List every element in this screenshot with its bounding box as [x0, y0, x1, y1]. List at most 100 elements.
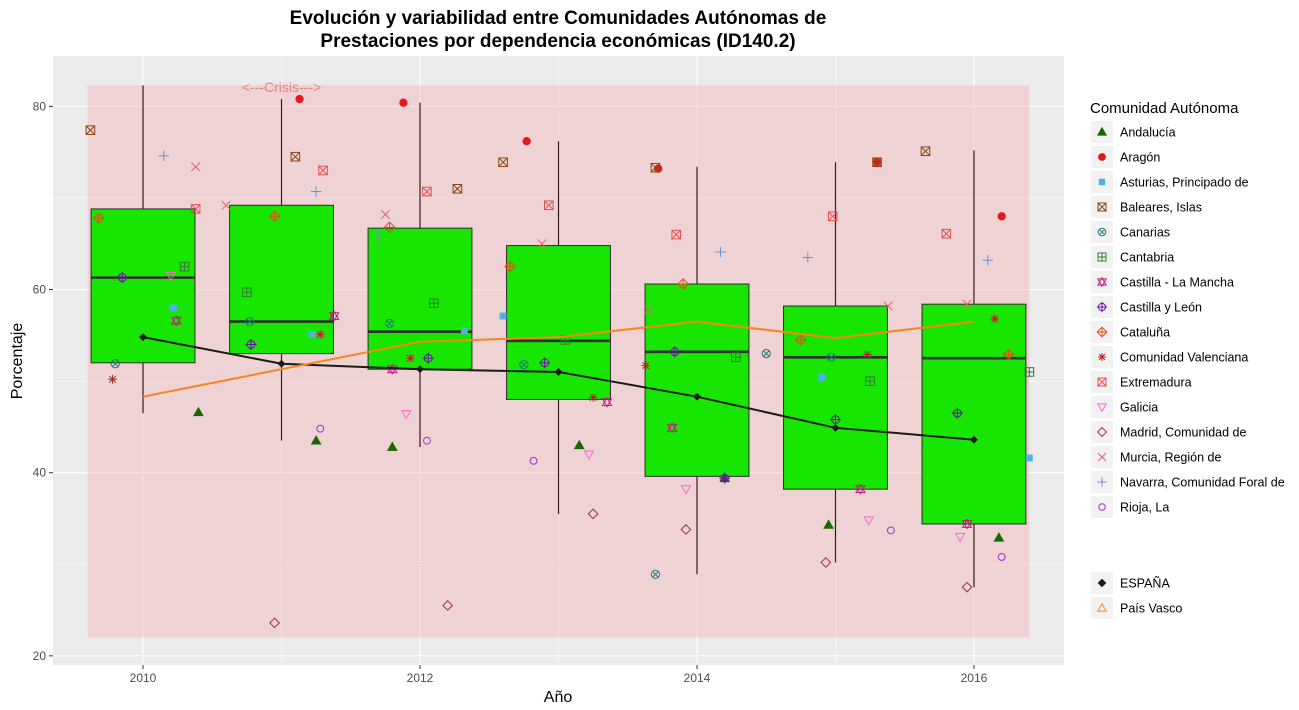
legend-marker	[1096, 301, 1108, 313]
point-asturias-principado-de	[308, 330, 316, 338]
box-2011	[229, 99, 334, 441]
point-asturias-principado-de	[1025, 454, 1033, 462]
point-baleares-islas	[650, 162, 661, 173]
line-point	[416, 365, 424, 374]
point-murcia-regi-n-de	[643, 305, 654, 315]
box-2016	[921, 150, 1027, 588]
point-comunidad-valenciana	[108, 374, 117, 384]
x-tick-label: 2014	[684, 671, 711, 685]
legend-label: Galicia	[1120, 401, 1158, 415]
point-madrid-comunidad-de	[820, 556, 832, 568]
chart-title-line1: Evolución y variabilidad entre Comunidad…	[290, 8, 827, 29]
point-navarra-comunidad-foral-de	[158, 150, 169, 161]
point-baleares-islas	[290, 151, 301, 162]
point-andaluc-a	[310, 435, 322, 445]
legend-item-rioja-la: Rioja, La	[1091, 496, 1169, 518]
point-navarra-comunidad-foral-de	[715, 246, 726, 258]
point-cantabria	[865, 376, 875, 386]
legend-item-cantabria: Cantabria	[1091, 246, 1174, 268]
legend-item-madrid-comunidad-de: Madrid, Comunidad de	[1091, 421, 1247, 443]
point-castilla-y-le-n	[422, 352, 434, 364]
legend: Andalucía Aragón Asturias, Principado de Ba…	[1091, 121, 1285, 619]
crisis-annotation: <---Crisis--->	[242, 79, 321, 95]
point-extremadura	[827, 211, 838, 222]
point-cantabria	[1024, 367, 1035, 377]
trend-lines	[139, 320, 978, 444]
legend-label: Aragón	[1120, 151, 1160, 165]
legend-title: Comunidad Autónoma	[1090, 100, 1239, 117]
point-extremadura	[190, 204, 201, 214]
point-castilla-la-mancha	[601, 396, 613, 408]
point-murcia-regi-n-de	[221, 200, 231, 210]
point-canarias	[826, 352, 836, 362]
legend-item-galicia: Galicia	[1091, 396, 1158, 418]
point-extremadura	[941, 228, 952, 239]
legend-marker	[1096, 602, 1108, 612]
legend-item-catalu-a: Cataluña	[1091, 321, 1170, 343]
legend-label: Asturias, Principado de	[1120, 176, 1249, 190]
point-castilla-y-le-n	[951, 407, 963, 419]
point-navarra-comunidad-foral-de	[310, 186, 322, 197]
legend-marker	[1096, 326, 1108, 338]
legend-label: Baleares, Islas	[1120, 201, 1202, 215]
legend-item-arag-n: Aragón	[1091, 146, 1160, 168]
legend-key	[1091, 396, 1113, 418]
legend-label: Murcia, Región de	[1120, 451, 1221, 465]
point-catalu-a	[677, 278, 690, 290]
line-pa-s-vasco	[142, 320, 975, 398]
point-extremadura	[422, 186, 432, 197]
point-comunidad-valenciana	[863, 350, 872, 359]
point-castilla-y-le-n	[539, 357, 551, 369]
point-catalu-a	[1002, 348, 1015, 361]
point-andaluc-a	[823, 519, 834, 529]
legend-item-castilla-y-le-n: Castilla y León	[1091, 296, 1202, 318]
scatter-points	[85, 94, 1035, 629]
point-castilla-la-mancha	[328, 310, 340, 322]
point-canarias	[761, 349, 771, 359]
point-canarias	[245, 316, 255, 327]
point-asturias-principado-de	[499, 312, 507, 320]
point-castilla-y-le-n	[829, 413, 842, 426]
x-tick-label: 2012	[407, 671, 434, 685]
legend-label: Rioja, La	[1120, 501, 1169, 515]
point-galicia	[680, 485, 692, 495]
point-arag-n	[997, 212, 1006, 221]
legend-marker	[1096, 126, 1108, 136]
y-tick-label: 40	[33, 466, 47, 480]
legend-label: Madrid, Comunidad de	[1120, 426, 1247, 440]
legend-marker	[1097, 477, 1107, 487]
point-castilla-la-mancha	[855, 483, 866, 495]
x-axis-title: Año	[544, 689, 573, 706]
point-madrid-comunidad-de	[680, 524, 692, 535]
legend-label: Extremadura	[1120, 376, 1192, 390]
legend-label: Cataluña	[1120, 326, 1170, 340]
legend-marker	[1097, 578, 1107, 588]
line-point	[139, 333, 147, 342]
point-rioja-la	[886, 526, 895, 535]
y-axis-title: Porcentaje	[9, 323, 26, 400]
legend-marker	[1098, 178, 1106, 186]
legend-key	[1091, 597, 1113, 619]
legend-item-asturias-principado-de: Asturias, Principado de	[1091, 171, 1249, 193]
legend-marker	[1097, 227, 1107, 237]
legend-label: Andalucía	[1120, 126, 1176, 140]
y-axis-ticks: 20 40 60 80	[33, 99, 53, 663]
box-body	[921, 303, 1027, 525]
point-asturias-principado-de	[460, 327, 468, 335]
legend-key	[1091, 421, 1113, 443]
point-galicia	[165, 271, 177, 282]
box-2014	[644, 166, 750, 575]
point-castilla-la-mancha	[961, 518, 973, 530]
point-cantabria	[179, 261, 190, 272]
point-rioja-la	[316, 424, 325, 433]
point-canarias	[650, 569, 661, 579]
point-andaluc-a	[573, 439, 585, 450]
point-catalu-a	[268, 210, 281, 223]
point-extremadura	[544, 200, 554, 211]
legend-label: Comunidad Valenciana	[1120, 351, 1248, 365]
point-arag-n	[399, 98, 408, 107]
y-tick-label: 20	[33, 649, 47, 663]
point-arag-n	[295, 94, 304, 104]
box-body	[644, 283, 750, 477]
point-catalu-a	[383, 221, 396, 234]
